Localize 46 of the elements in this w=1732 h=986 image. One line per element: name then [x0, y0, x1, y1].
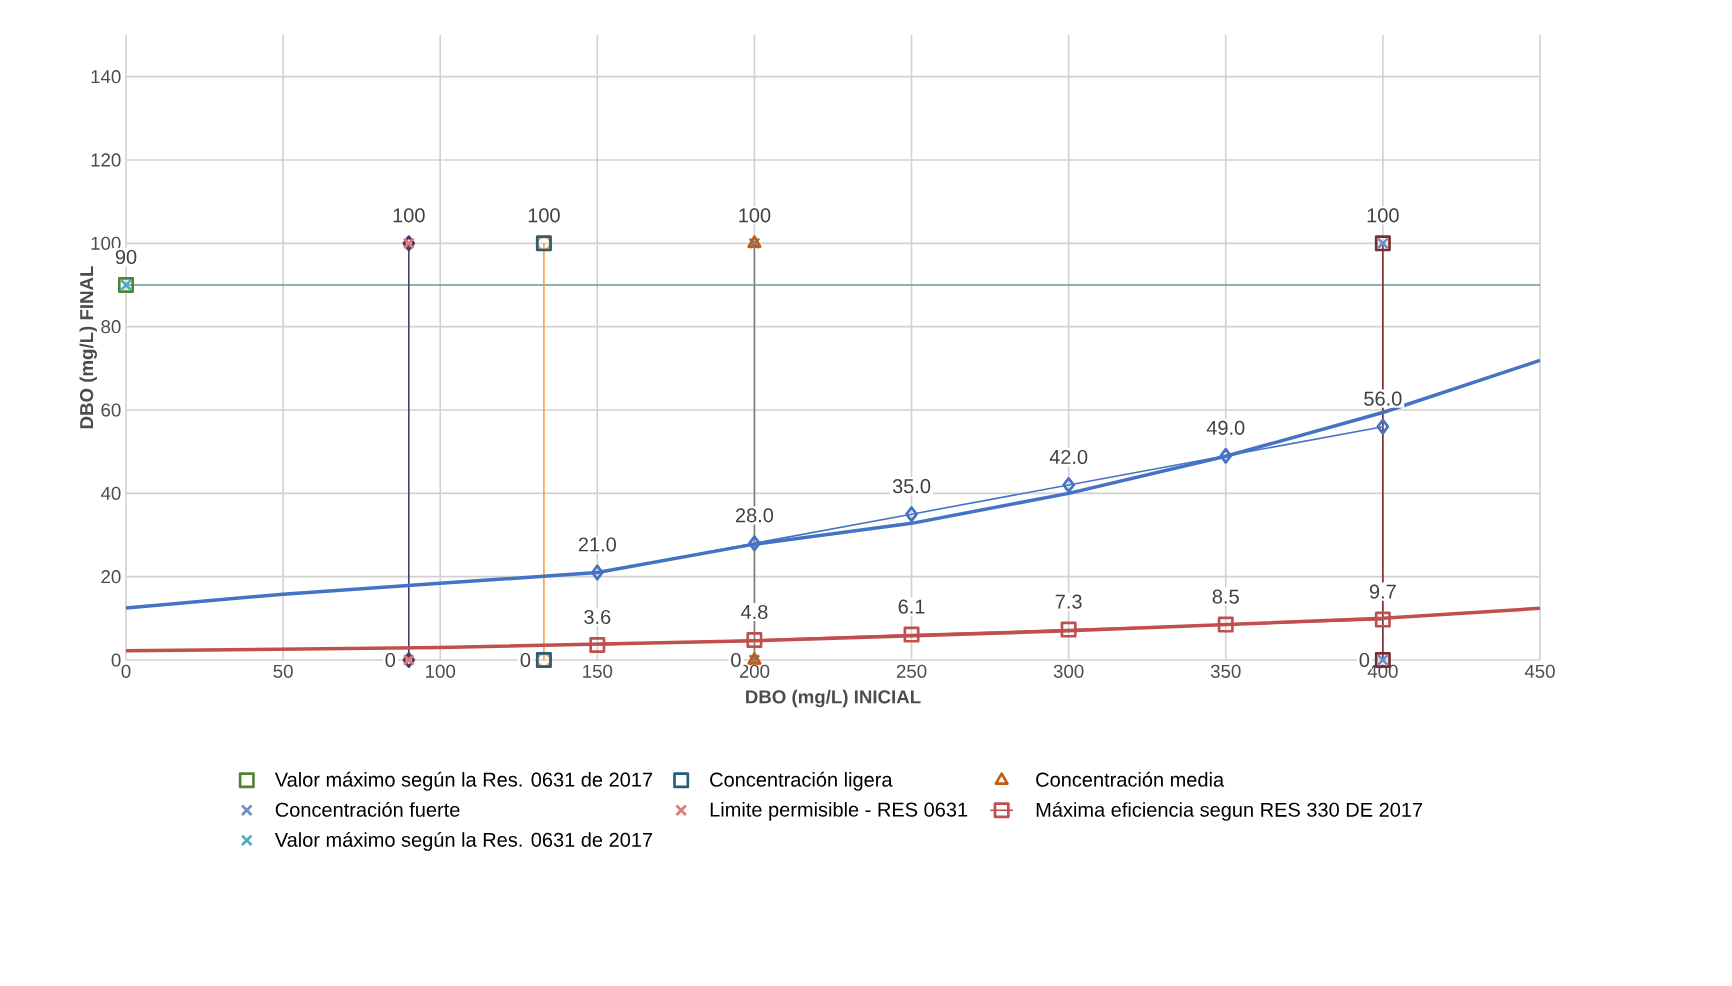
x-axis-title: DBO (mg/L) INICIAL [746, 689, 921, 708]
data-label: 100 [393, 208, 425, 223]
y-tick-label: 0 [111, 653, 121, 667]
x-tick-label: 300 [1053, 664, 1084, 678]
data-label: 0 [385, 652, 396, 668]
x-tick-label: 350 [1210, 664, 1241, 678]
legend-label: Valor máximo según la Res. 0631 de 2017 [274, 831, 653, 851]
legend-label: Limite permisible - RES 0631 [710, 802, 968, 821]
legend-label: Concentración ligera [710, 771, 893, 791]
data-label: 42.0 [1049, 449, 1088, 465]
y-tick-label: 140 [91, 70, 121, 84]
legend-label: Concentración fuerte [275, 801, 460, 817]
x-tick-label: 250 [896, 664, 927, 678]
x-tick-label: 200 [739, 664, 770, 678]
x-tick-label: 0 [121, 664, 131, 678]
y-tick-label: 40 [100, 486, 121, 500]
y-tick-label: 20 [101, 570, 121, 584]
legend-label: Valor máximo según la Res. 0631 de 2017 [274, 771, 653, 791]
data-label: 9.7 [1369, 584, 1396, 599]
y-tick-label: 60 [101, 403, 121, 417]
x-tick-label: 100 [426, 664, 456, 678]
data-label: 28.0 [735, 508, 774, 523]
data-label: 0 [1359, 652, 1370, 668]
data-label: 56.0 [1364, 391, 1402, 406]
data-label: 0 [520, 652, 531, 668]
data-label: 100 [1367, 208, 1399, 223]
y-tick-label: 120 [91, 153, 121, 167]
data-label: 21.0 [578, 537, 616, 552]
data-label: 4.8 [740, 604, 768, 620]
x-tick-label: 50 [273, 664, 293, 678]
data-label: 100 [528, 208, 560, 223]
data-label: 8.5 [1212, 589, 1239, 604]
legend-label: Concentración media [1036, 771, 1225, 787]
x-tick-label: 150 [583, 664, 613, 678]
data-label: 100 [739, 208, 771, 223]
legend-label: Máxima eficiencia segun RES 330 DE 2017 [1036, 801, 1423, 821]
data-label: 0 [731, 652, 741, 668]
data-label: 6.1 [898, 599, 925, 614]
data-label: 35.0 [892, 479, 931, 494]
data-label: 3.6 [584, 609, 611, 625]
data-label: 90 [115, 249, 137, 265]
x-tick-label: 450 [1524, 664, 1555, 678]
data-label: 49.0 [1206, 420, 1245, 435]
y-tick-label: 80 [101, 320, 121, 334]
data-label: 7.3 [1055, 594, 1082, 609]
y-axis-title: DBO (mg/L) FINAL [79, 266, 97, 429]
